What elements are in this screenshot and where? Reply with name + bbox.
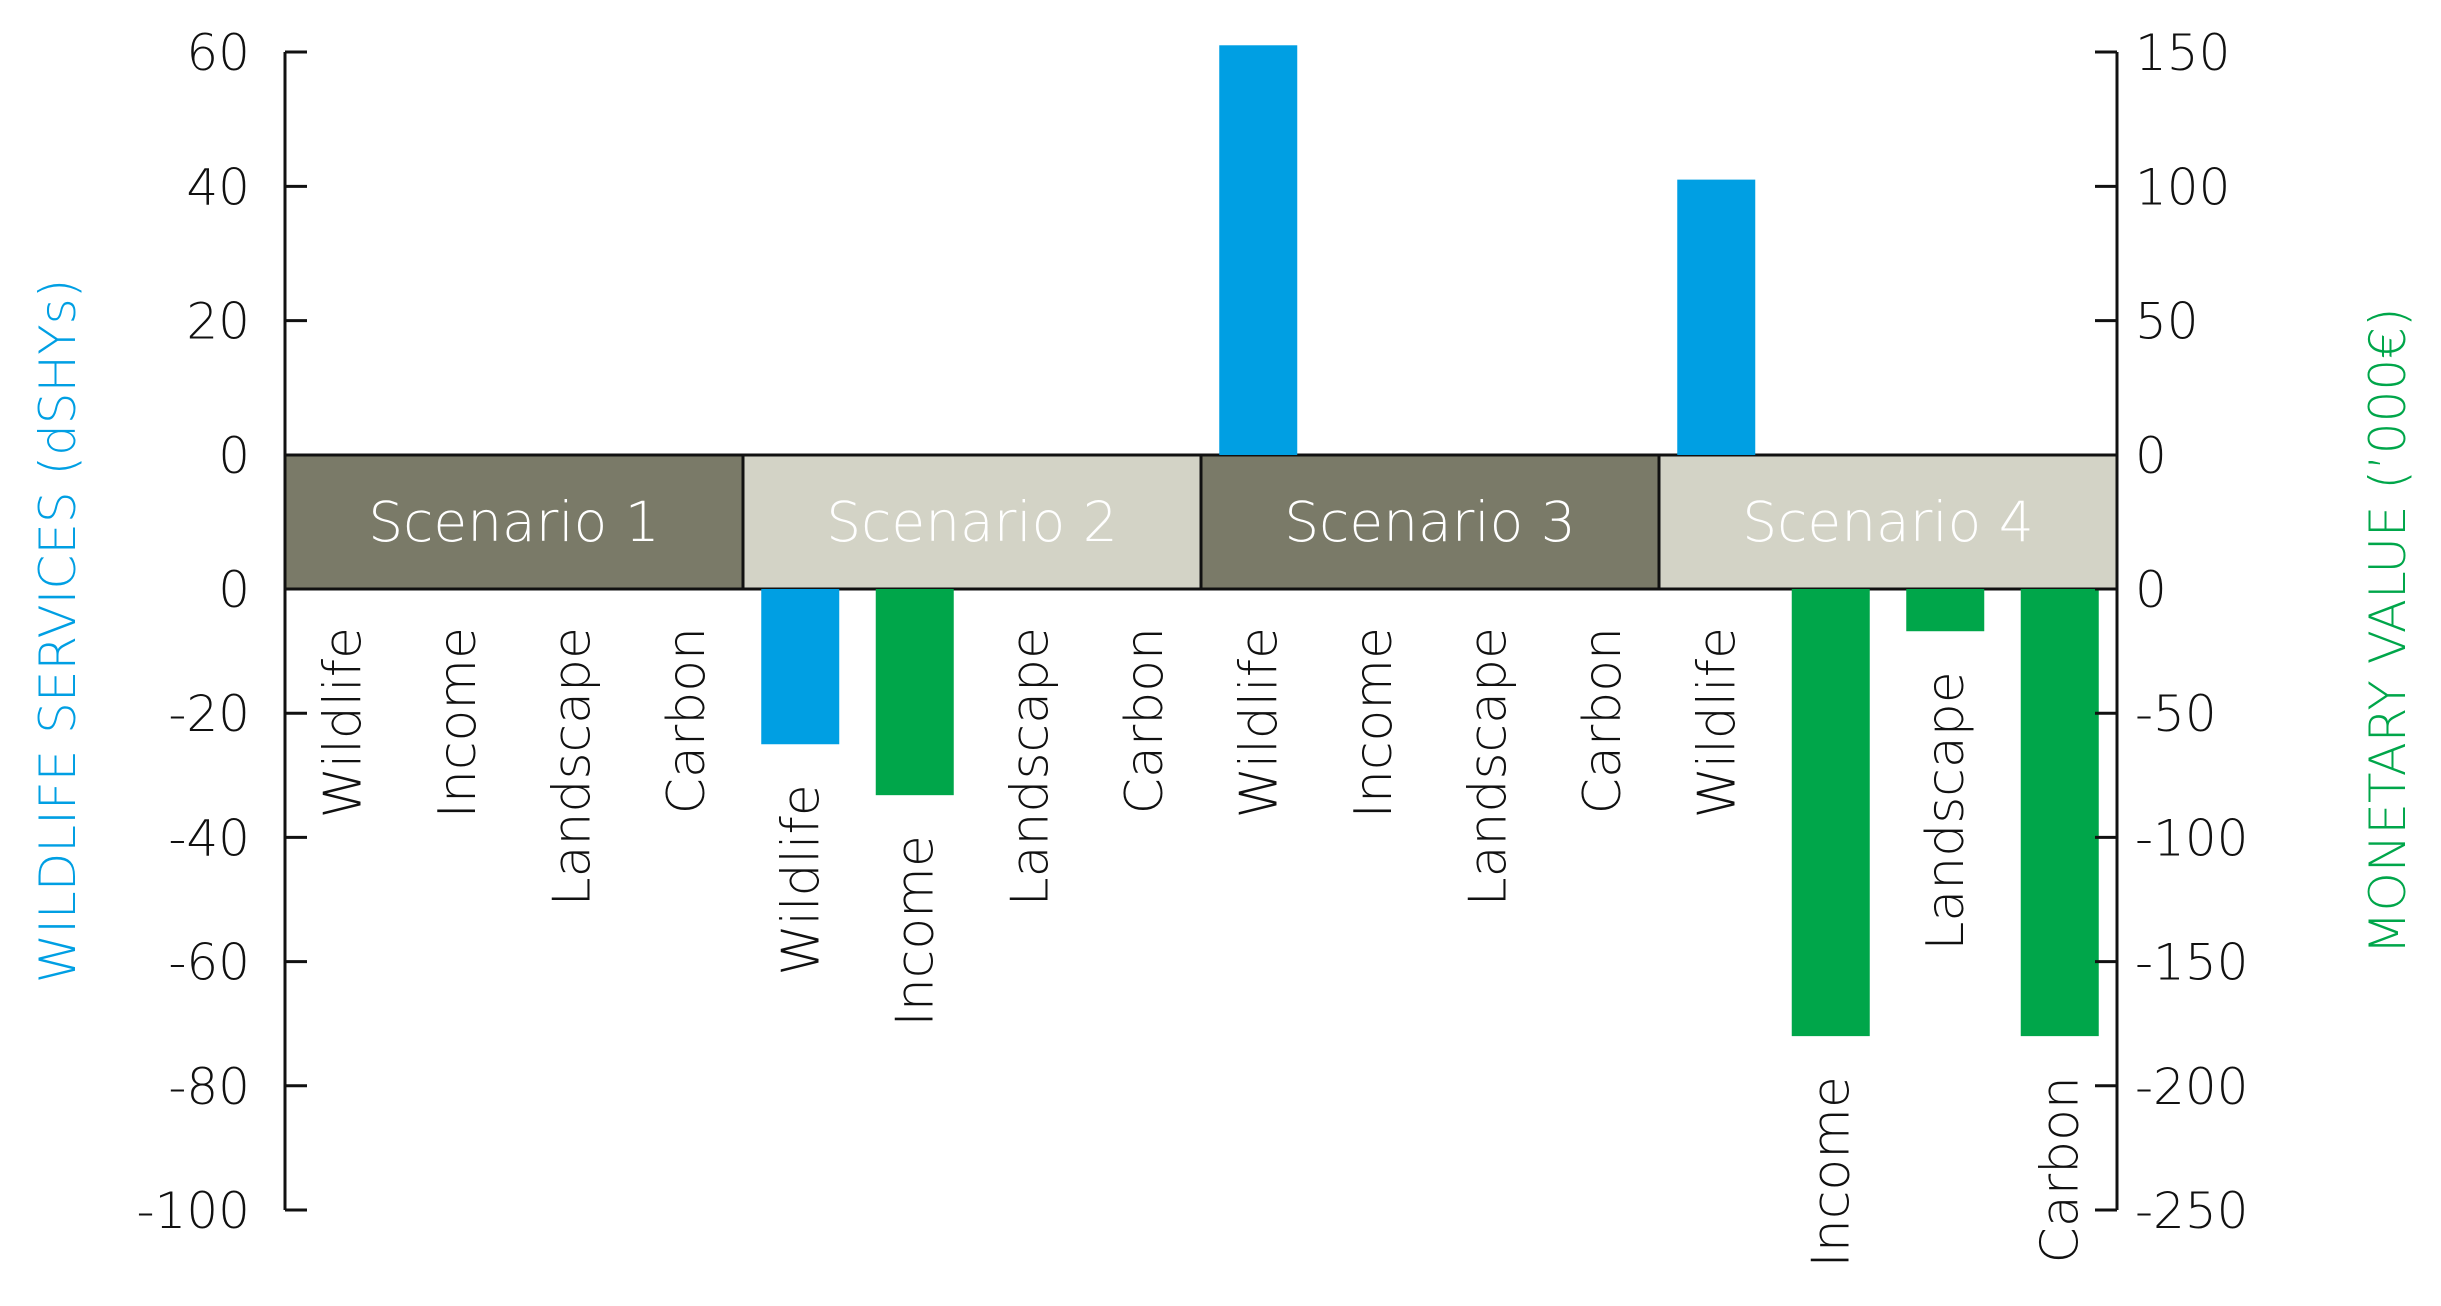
category-label: Income (428, 627, 488, 818)
bar-wildlife (1677, 179, 1756, 455)
category-label: Income (1802, 1076, 1862, 1267)
y-tick-label-right: -150 (2135, 934, 2248, 992)
bars (761, 45, 2099, 1037)
category-label: Wildlife (1229, 627, 1289, 818)
y-tick-label-right: 100 (2135, 158, 2230, 216)
y-tick-label-right: 0 (2135, 427, 2167, 485)
y-tick-label-left: -100 (137, 1182, 250, 1240)
y-tick-label-left: 0 (218, 427, 250, 485)
category-label: Wildlife (771, 784, 831, 975)
y-tick-label-right: -100 (2135, 809, 2248, 867)
scenario-label: Scenario 3 (1284, 490, 1576, 554)
bar-wildlife (761, 589, 840, 745)
category-label: Wildlife (1687, 627, 1747, 818)
y-tick-label-left: -40 (168, 809, 250, 867)
category-label: Income (1344, 627, 1404, 818)
scenario-band (1199, 453, 1661, 591)
category-label: Carbon (1573, 627, 1633, 814)
bar-wildlife (1219, 45, 1298, 456)
y-tick-label-right: 50 (2135, 293, 2199, 351)
category-label: Landscape (1916, 671, 1976, 950)
y-tick-label-right: -50 (2135, 685, 2217, 743)
scenario-band (741, 453, 1203, 591)
scenario-label: Scenario 4 (1742, 490, 2034, 554)
y-tick-label-right: -200 (2135, 1058, 2248, 1116)
category-label: Landscape (1000, 627, 1060, 906)
scenario-label: Scenario 1 (368, 490, 660, 554)
y-axis-left-title: WILDLIFE SERVICES (dSHYs) (29, 279, 87, 984)
category-label: Carbon (2031, 1076, 2091, 1263)
y-tick-label-left: 40 (186, 158, 250, 216)
y-tick-label-right: 150 (2135, 24, 2230, 82)
category-labels: Wildlife Income Landscape Carbon Wildlife Inc… (313, 627, 2091, 1267)
scenario-band (283, 453, 745, 591)
category-label: Landscape (1458, 627, 1518, 906)
scenario-band (1657, 453, 2119, 591)
category-label: Income (886, 835, 946, 1026)
category-label: Landscape (542, 627, 602, 906)
y-tick-label-left: 20 (186, 293, 250, 351)
category-label: Carbon (1115, 627, 1175, 814)
y-tick-label-left: 0 (218, 561, 250, 619)
category-label: Wildlife (313, 627, 373, 818)
y-tick-label-left: -20 (168, 685, 250, 743)
y-tick-label-left: 60 (186, 24, 250, 82)
y-tick-label-right: 0 (2135, 561, 2167, 619)
y-tick-label-left: -60 (168, 934, 250, 992)
bar-landscape (1906, 589, 1985, 632)
y-tick-label-left: -80 (168, 1058, 250, 1116)
axes: 60 40 20 0 0 -20 -40 -60 -80 -100 150 100 50 0 0 -50 -10… (137, 24, 2249, 1240)
scenario-bands: Scenario 1 Scenario 2 Scenario 3 Scenario 4 (283, 453, 2119, 591)
category-label: Carbon (657, 627, 717, 814)
bar-carbon (2020, 589, 2099, 1037)
y-axis-right-title: MONETARY VALUE (’000€) (2359, 307, 2417, 954)
scenario-label: Scenario 2 (826, 490, 1118, 554)
bar-income (875, 589, 954, 796)
y-tick-label-right: -250 (2135, 1182, 2248, 1240)
bar-income (1791, 589, 1870, 1037)
